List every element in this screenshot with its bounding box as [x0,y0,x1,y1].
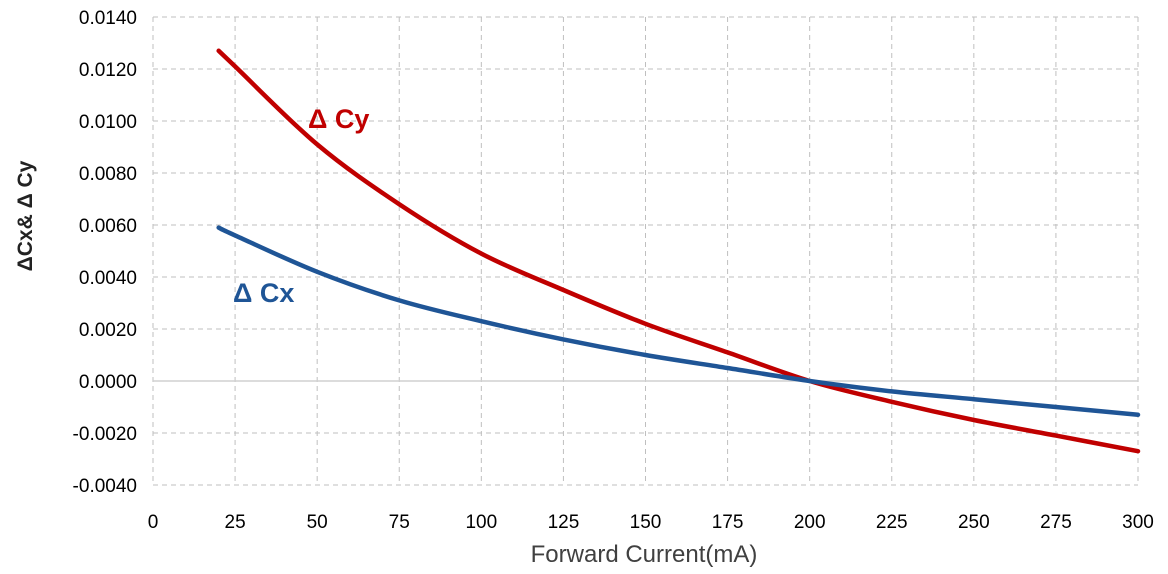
x-tick-label: 125 [548,512,580,533]
series-lines [216,48,1141,454]
x-tick-label: 250 [958,512,990,533]
x-tick-label: 225 [876,512,908,533]
x-tick-label: 200 [794,512,826,533]
x-tick-label: 75 [389,512,410,533]
series-line-cy [216,48,1141,454]
y-tick-label: 0.0040 [79,268,137,289]
y-tick-labels: 0.0140 0.0120 0.0100 0.0080 0.0060 0.0040 0.00… [73,8,137,497]
x-tick-label: 275 [1040,512,1072,533]
x-tick-label: 100 [465,512,497,533]
grid [152,16,1139,486]
x-axis-title: Forward Current(mA) [531,541,758,568]
y-tick-label: 0.0140 [79,8,137,29]
y-tick-label: 0.0000 [79,372,137,393]
x-tick-label: 300 [1122,512,1154,533]
y-tick-label: 0.0020 [79,320,137,341]
series-label-cy: Δ Cy [308,104,369,134]
y-tick-label: -0.0020 [73,424,137,445]
x-tick-labels: 0 25 50 75 100 125 150 175 200 225 250 275 300 [148,512,1154,533]
y-tick-label: 0.0100 [79,112,137,133]
x-tick-label: 0 [148,512,159,533]
series-line-cx [216,225,1141,418]
y-axis-title: ΔCx& Δ Cy [14,160,37,271]
x-tick-label: 150 [630,512,662,533]
y-tick-label: 0.0120 [79,60,137,81]
x-tick-label: 175 [712,512,744,533]
x-tick-label: 50 [307,512,328,533]
y-tick-label: 0.0080 [79,164,137,185]
series-label-cx: Δ Cx [233,278,294,308]
y-tick-label: -0.0040 [73,476,137,497]
x-tick-label: 25 [225,512,246,533]
y-tick-label: 0.0060 [79,216,137,237]
